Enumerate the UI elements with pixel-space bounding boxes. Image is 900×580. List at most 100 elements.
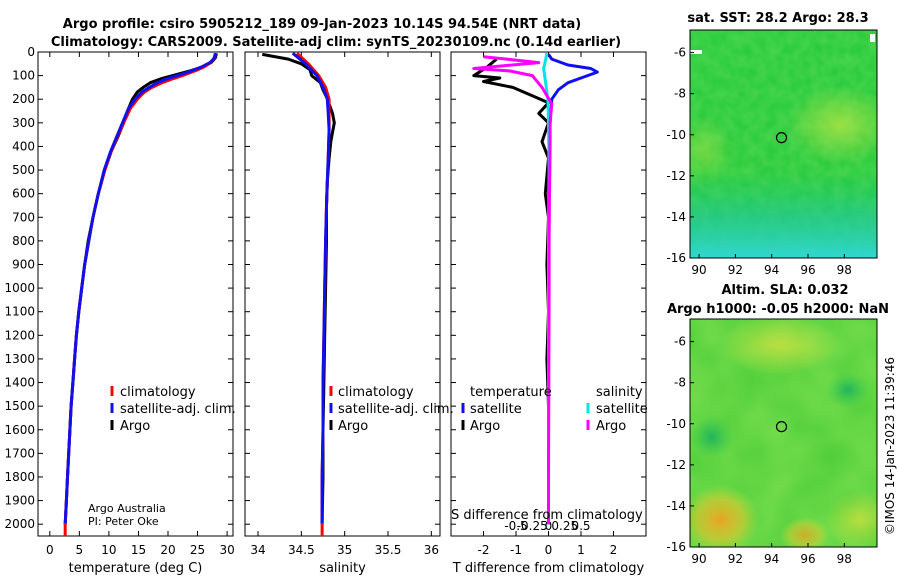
salinity-legend: climatology satellite-adj. clim. Argo [329,385,454,434]
imos-watermark: ©IMOS 14-Jan-2023 11:39:46 [883,357,897,535]
credit-line-2: PI: Peter Oke [88,515,159,528]
legend-s-argo-label: Argo [596,419,626,434]
temperature-xlabel: temperature (deg C) [69,561,203,576]
difference-xtick-label: 2 [610,543,618,557]
difference-legend: temperature salinity satellite Argo sate… [461,385,648,434]
temperature-xtick-label: 10 [101,543,116,557]
sst-map-image [690,30,877,258]
sal-legend-satellite-label: satellite-adj. clim. [338,402,454,417]
depth-tick-label: 300 [12,116,35,130]
sal-legend-argo-label: Argo [338,419,368,434]
s-diff-tick-label: 0 [545,519,553,533]
sla-map-lon-tick-label: 96 [800,552,815,566]
sal-legend-climatology-label: climatology [338,385,414,400]
sla-map-lat-tick-label: -8 [674,376,686,390]
temperature-xtick-label: 15 [131,543,146,557]
difference-line-s-argo [472,55,554,525]
legend-salinity-header: salinity [596,385,643,400]
temperature-xtick-label: 30 [219,543,234,557]
sst-map-title: sat. SST: 28.2 Argo: 28.3 [687,11,868,26]
sla-map-lat-tick-label: -14 [666,499,686,513]
sla-map-lon-tick-label: 94 [764,552,779,566]
depth-tick-label: 1200 [4,328,35,342]
legend-temperature-header: temperature [470,385,552,400]
temperature-xtick-label: 20 [160,543,175,557]
temperature-line-satellite-adj-clim [63,52,218,525]
sla-map-lon-tick-label: 90 [691,552,706,566]
difference-xtick-label: 1 [577,543,585,557]
temperature-plot-frame [37,51,234,537]
s-diff-tick-label: 0.25 [551,519,578,533]
credit-line-1: Argo Australia [88,502,166,515]
sla-map-frame [689,318,878,548]
sst-map-frame [689,29,878,259]
sst-map-lat-tick-label: -12 [666,169,686,183]
depth-tick-label: 1500 [4,399,35,413]
sst-map-axes: 90 92 94 96 98 -6 -8 -10 -12 -14 -16 [666,46,852,277]
depth-tick-label: 1600 [4,423,35,437]
temperature-xtick-label: 5 [76,543,84,557]
difference-xtick-label: -2 [478,543,490,557]
depth-tick-label: 0 [27,45,35,59]
legend-climatology-label: climatology [120,385,196,400]
difference-xtick-label: -1 [510,543,522,557]
sla-map-axes: 90 92 94 96 98 -6 -8 -10 -12 -14 -16 [666,335,852,566]
salinity-xtick-label: 34 [250,543,265,557]
salinity-panel: 34 34.5 35 35.5 36 salinity [244,51,441,576]
sst-map-lat-tick-label: -6 [674,46,686,60]
sla-map-lon-tick-label: 98 [837,552,852,566]
temperature-xtick-label: 0 [46,543,54,557]
salinity-line-satellite-adj-clim [291,52,331,525]
sst-map-lon-tick-label: 92 [728,263,743,277]
depth-tick-label: 1700 [4,446,35,460]
sla-map-title: Altim. SLA: 0.032 [722,283,849,298]
sst-map-lat-tick-label: -14 [666,210,686,224]
temperature-legend: climatology satellite-adj. clim. Argo [110,385,236,434]
legend-t-satellite-label: satellite [470,402,522,417]
sst-map-lon-tick-label: 94 [764,263,779,277]
legend-s-satellite-label: satellite [596,402,648,417]
sst-map-lat-tick-label: -16 [666,251,686,265]
depth-tick-label: 400 [12,139,35,153]
depth-tick-label: 200 [12,92,35,106]
sla-map-lat-tick-label: -10 [666,417,686,431]
depth-tick-label: 2000 [4,517,35,531]
s-difference-label: S difference from climatology [451,508,643,523]
salinity-xtick-label: 35.5 [375,543,402,557]
sst-map-lat-tick-label: -8 [674,87,686,101]
depth-tick-label: 600 [12,187,35,201]
title-line-2: Climatology: CARS2009. Satellite-adj cli… [51,35,621,50]
sst-map-lon-tick-label: 96 [800,263,815,277]
s-diff-tick-label: -0.25 [517,519,548,533]
temperature-panel: 0 5 10 15 20 25 300100200300400500600700800900… [4,45,234,576]
sla-map-argo-location-marker [775,421,788,433]
sst-map-lon-tick-label: 90 [691,263,706,277]
salinity-xlabel: salinity [319,561,366,576]
legend-argo-label: Argo [120,419,150,434]
salinity-xtick-label: 34.5 [288,543,315,557]
sla-map-subtitle: Argo h1000: -0.05 h2000: NaN [667,302,889,317]
title-line-1: Argo profile: csiro 5905212_189 09-Jan-2… [63,17,581,32]
depth-tick-label: 1100 [4,305,35,319]
difference-panel: -2 -1 0 1 2-0.5-0.250 0.250.5T difference fro… [450,51,647,576]
depth-tick-label: 1400 [4,376,35,390]
sla-map-lon-tick-label: 92 [728,552,743,566]
depth-tick-label: 100 [12,69,35,83]
sla-map-lat-tick-label: -6 [674,335,686,349]
depth-tick-label: 1800 [4,470,35,484]
depth-tick-label: 1900 [4,494,35,508]
legend-satellite-label: satellite-adj. clim. [120,402,236,417]
depth-tick-label: 1300 [4,352,35,366]
sla-map-lat-tick-label: -12 [666,458,686,472]
sla-map-lat-tick-label: -16 [666,540,686,554]
s-diff-tick-label: -0.5 [504,519,527,533]
temperature-xtick-label: 25 [190,543,205,557]
salinity-plot-frame [244,51,441,537]
sst-map-lat-tick-label: -10 [666,128,686,142]
difference-xtick-label: 0 [545,543,553,557]
salinity-xtick-label: 35 [337,543,352,557]
depth-tick-label: 800 [12,234,35,248]
sla-map-image [690,319,877,547]
